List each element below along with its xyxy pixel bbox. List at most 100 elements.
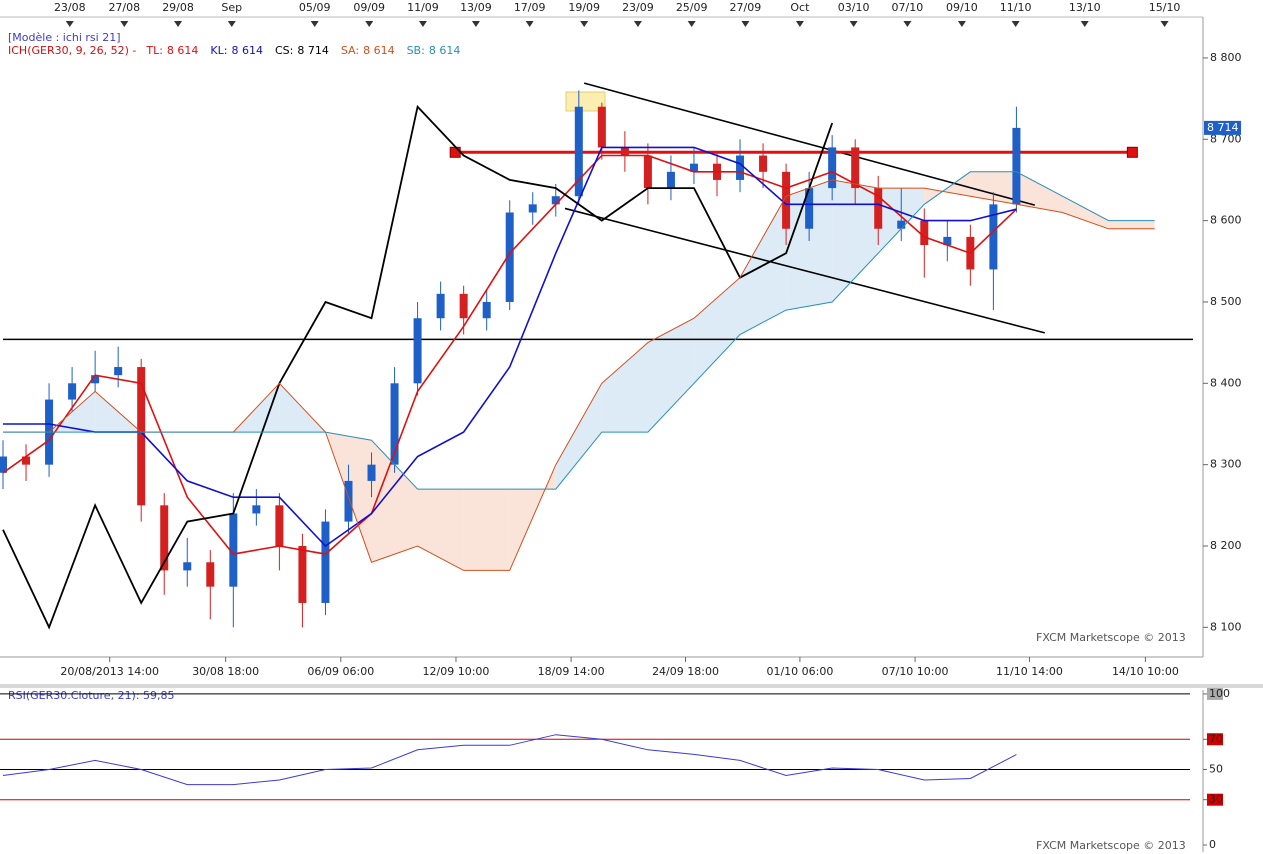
legend-name: TL:: [145, 44, 163, 57]
candle-body: [298, 545, 307, 603]
candle-body: [413, 318, 422, 384]
top-date-label: 13/09: [460, 1, 492, 14]
top-date-label: 13/10: [1069, 1, 1101, 14]
candle-body: [989, 204, 998, 270]
top-date-label: 23/08: [54, 1, 86, 14]
top-date-label: 19/09: [568, 1, 600, 14]
cloud-segment: [509, 464, 556, 571]
ichimoku-line: [3, 171, 1155, 490]
y-tick-label: 8 700: [1210, 132, 1242, 145]
cloud-segment: [1016, 171, 1063, 213]
trend-line: [583, 82, 1036, 206]
cloud-segment: [417, 489, 464, 571]
cloud-segment: [647, 318, 694, 433]
candle-body: [643, 155, 652, 189]
legend-name: SA:: [341, 44, 359, 57]
template-label: [Modèle : ichi rsi 21]: [8, 31, 121, 44]
top-date-label: 17/09: [514, 1, 546, 14]
ichimoku-line: [2, 104, 834, 630]
legend-name: KL:: [210, 44, 227, 57]
y-tick-label: 8 400: [1210, 376, 1242, 389]
candle-body: [206, 562, 215, 587]
candle-body: [851, 147, 860, 189]
y-tick-label: 8 100: [1210, 620, 1242, 633]
candle-body: [22, 456, 31, 465]
candle-body: [68, 383, 77, 400]
cloud-segment: [601, 342, 648, 433]
candle-body: [436, 293, 445, 319]
y-tick-label: 100: [1209, 687, 1230, 700]
top-date-label: 23/09: [622, 1, 654, 14]
top-date-label: 05/09: [299, 1, 331, 14]
candle-body: [344, 480, 353, 522]
y-tick-label: 8 600: [1210, 214, 1242, 227]
cloud-segment: [555, 383, 602, 490]
candle-body: [183, 562, 192, 571]
x-tick-label: 14/10 10:00: [1112, 665, 1179, 678]
x-tick-label: 07/10 10:00: [882, 665, 949, 678]
highlight-box: [565, 91, 606, 112]
cloud-segment: [970, 171, 1017, 205]
y-tick-label: 0: [1209, 838, 1216, 851]
top-date-tick: [741, 21, 750, 27]
candle-body: [597, 106, 606, 148]
top-date-label: 07/10: [892, 1, 924, 14]
legend-value: 8 614: [363, 44, 395, 57]
top-date-label: 11/10: [1000, 1, 1032, 14]
rsi-title: RSI(GER30.Cloture, 21): 59,85: [8, 689, 175, 702]
candle-body: [275, 505, 284, 546]
top-date-tick: [957, 21, 966, 27]
candle-body: [943, 236, 952, 246]
cloud-segment: [832, 179, 879, 302]
candle-body: [321, 521, 330, 603]
top-date-label: 25/09: [676, 1, 708, 14]
candle-body: [459, 293, 468, 319]
candle-body: [620, 147, 629, 156]
top-date-tick: [418, 21, 427, 27]
candle-body: [528, 204, 537, 213]
top-date-tick: [120, 21, 129, 27]
top-date-label: 03/10: [838, 1, 870, 14]
top-date-tick: [174, 21, 183, 27]
cloud-segment: [371, 440, 418, 563]
x-tick-label: 20/08/2013 14:00: [60, 665, 159, 678]
x-tick-label: 18/09 14:00: [538, 665, 605, 678]
candle-body: [229, 513, 238, 587]
y-tick-label: 50: [1209, 762, 1223, 775]
top-date-label: Sep: [221, 1, 242, 14]
candle-body: [920, 220, 929, 246]
candle-body: [160, 505, 169, 571]
candle-body: [874, 188, 883, 229]
candle-body: [666, 171, 675, 189]
candle-body: [759, 155, 768, 172]
panel-separator: [0, 684, 1263, 688]
y-tick-label: 8 200: [1210, 539, 1242, 552]
top-date-tick: [580, 21, 589, 27]
trend-line: [564, 207, 1046, 334]
watermark: FXCM Marketscope © 2013: [1036, 631, 1186, 644]
y-tick-label: 8 500: [1210, 295, 1242, 308]
indicator-label: ICH(GER30, 9, 26, 52) -: [8, 44, 136, 57]
top-date-tick: [1080, 21, 1089, 27]
candle-body: [114, 367, 123, 376]
legend-value: 8 614: [231, 44, 263, 57]
top-date-label: 09/10: [946, 1, 978, 14]
candle-body: [252, 505, 261, 514]
candle-body: [782, 171, 791, 229]
y-tick-label: 8 300: [1210, 458, 1242, 471]
legend-value: 8 614: [167, 44, 199, 57]
top-date-tick: [227, 21, 236, 27]
top-date-tick: [365, 21, 374, 27]
candle-body: [137, 367, 146, 506]
ichimoku-line: [2, 154, 1017, 555]
top-date-label: 09/09: [353, 1, 385, 14]
top-date-label: 15/10: [1149, 1, 1181, 14]
candle-body: [390, 383, 399, 465]
cloud-segment: [1108, 220, 1155, 229]
trend-handle: [449, 146, 461, 158]
candle-body: [482, 301, 491, 319]
top-date-tick: [310, 21, 319, 27]
y-tick-bg: [1207, 687, 1223, 700]
y-tick-label: 30: [1209, 793, 1223, 806]
